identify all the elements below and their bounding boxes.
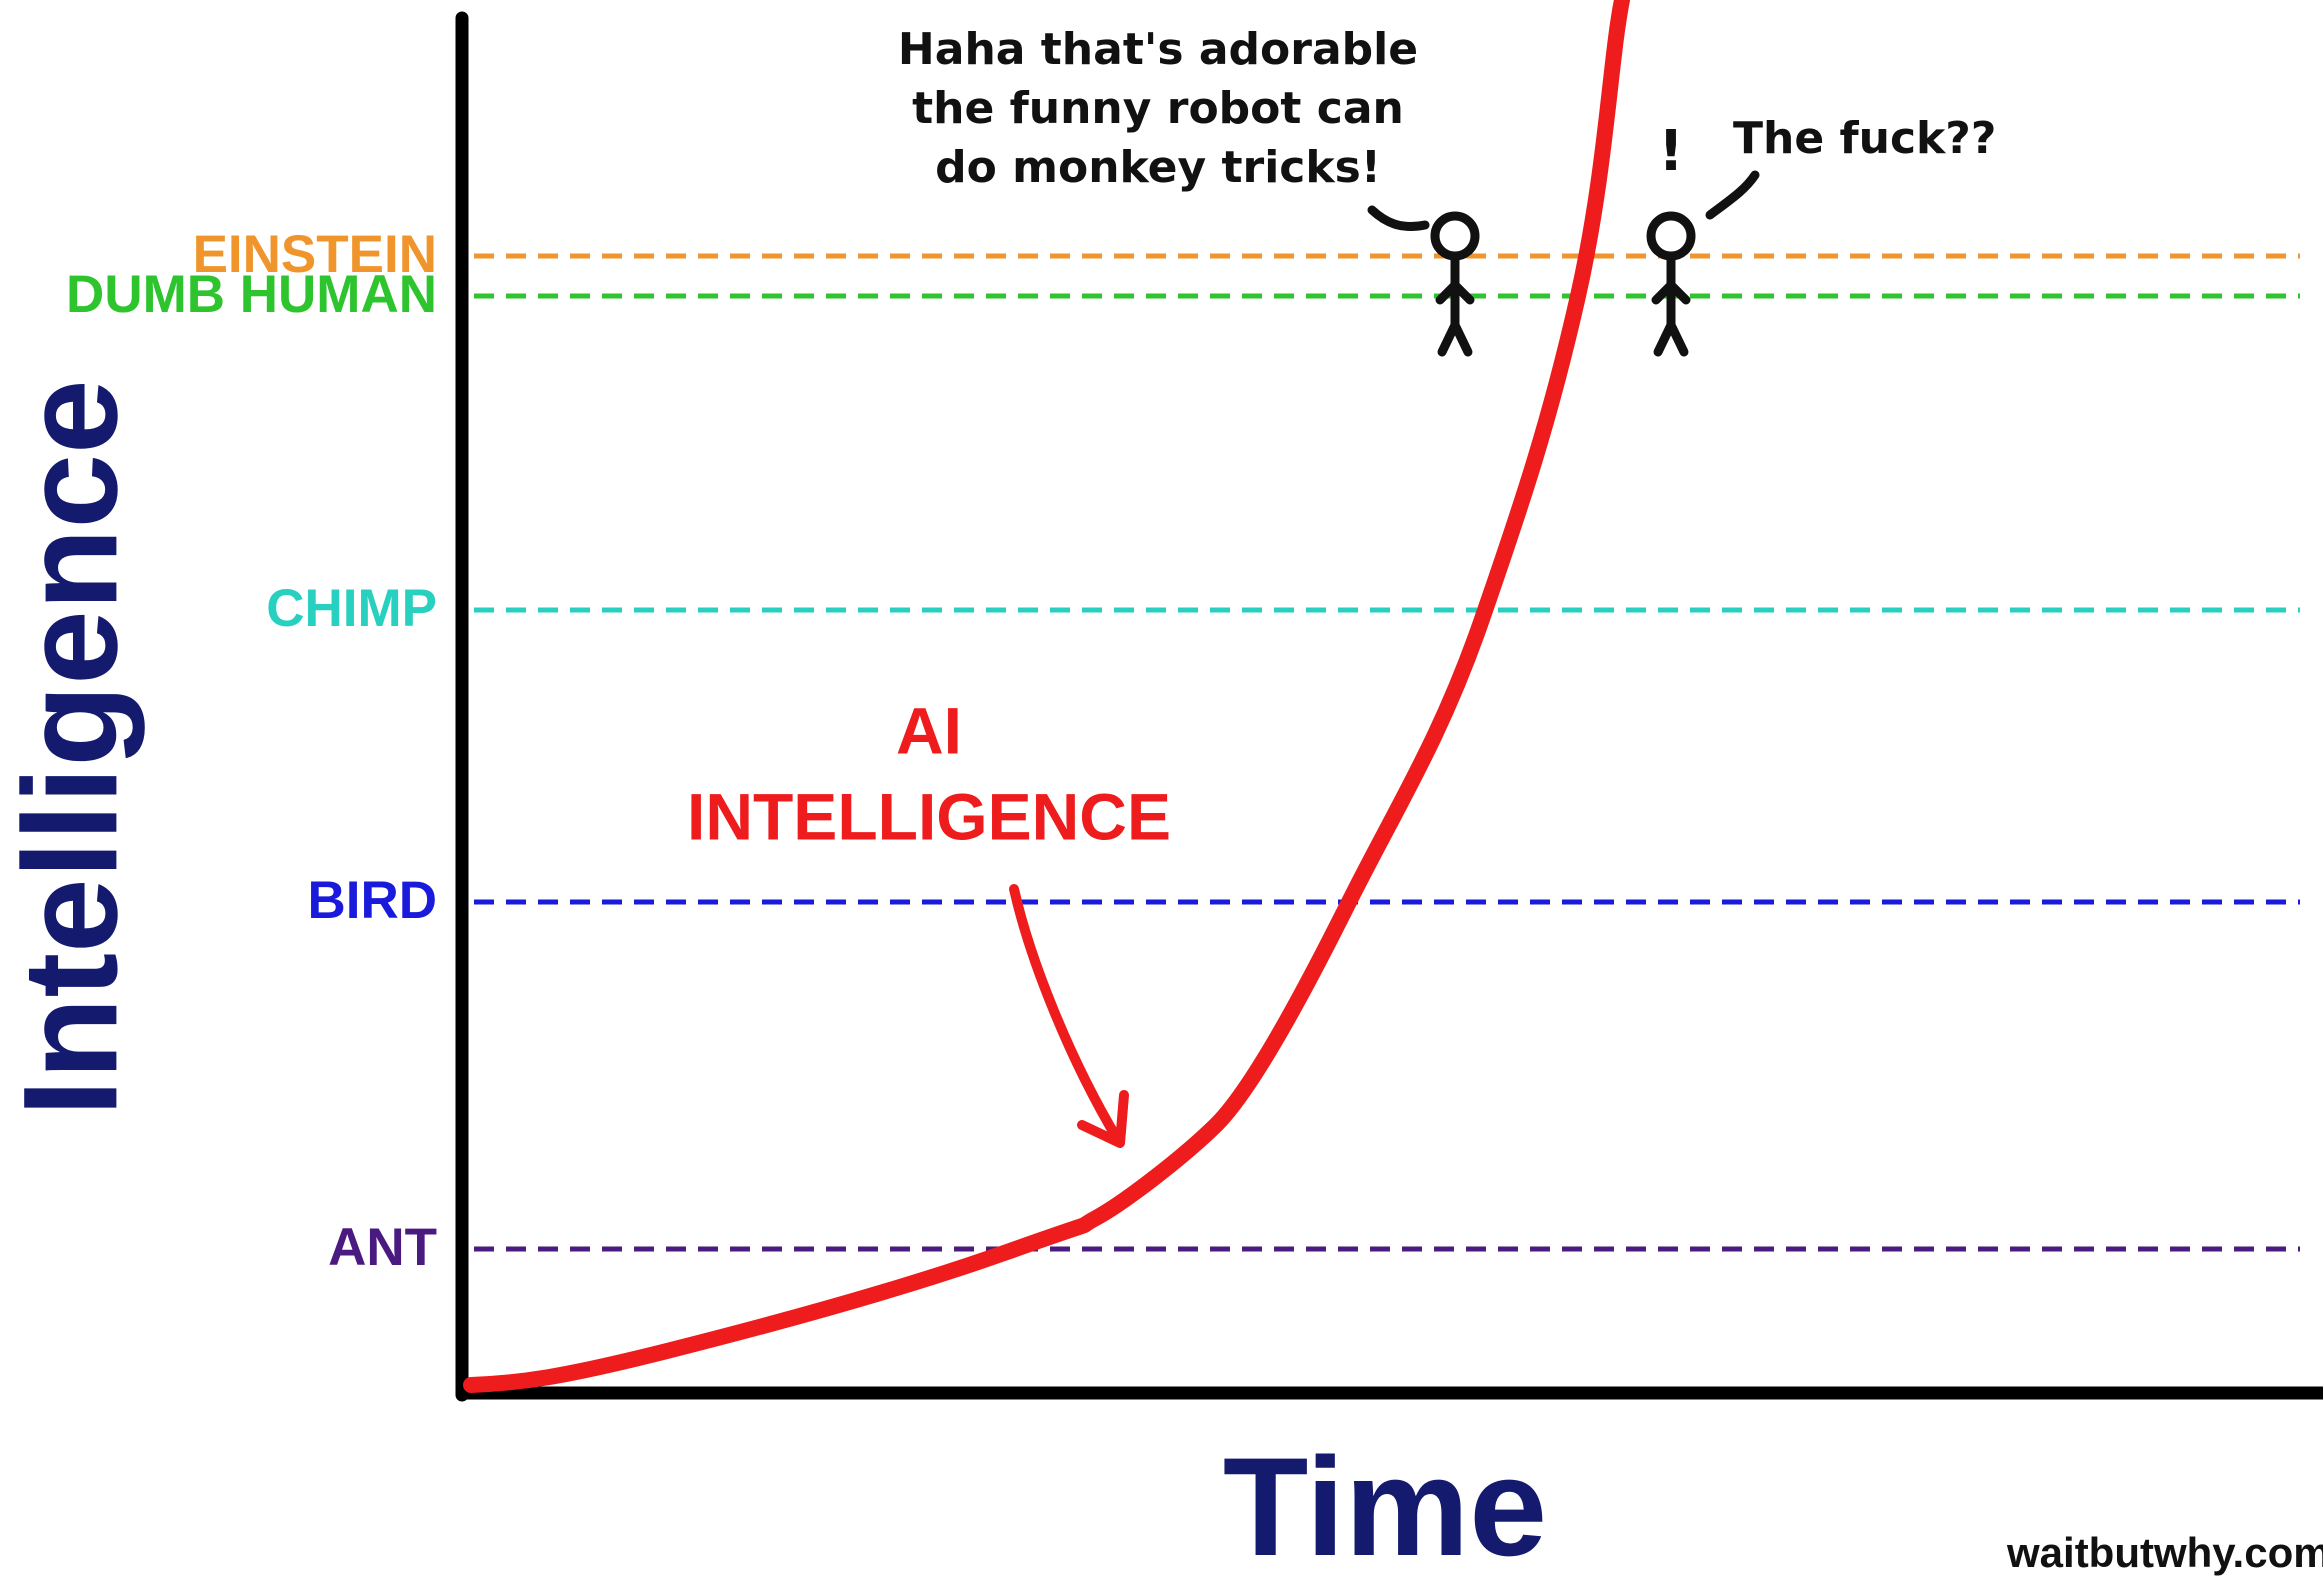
speech-text: do monkey tricks!: [935, 142, 1381, 193]
exclamation: !: [1658, 119, 1684, 184]
y-axis-label: Intelligence: [0, 379, 145, 1116]
page: {"axes": {"y_label": "Intelligence", "x_…: [0, 0, 2323, 1577]
level-label: BIRD: [307, 871, 437, 930]
chart: EINSTEINDUMB HUMANCHIMPBIRDANT AI INTELL…: [0, 0, 2323, 1577]
level-label: DUMB HUMAN: [66, 265, 437, 324]
source: waitbutwhy.com: [2006, 1529, 2323, 1576]
stick-figure: [1651, 175, 1755, 352]
curve-label: INTELLIGENCE: [687, 779, 1171, 853]
speech-text: Haha that's adorable: [898, 24, 1418, 75]
arrow: [1014, 889, 1124, 1143]
curve-label: AI: [896, 693, 962, 767]
stick-figure: [1372, 210, 1475, 352]
speech-text: the funny robot can: [912, 83, 1404, 134]
level-label: ANT: [328, 1218, 437, 1277]
ai-curve: [471, 0, 1622, 1385]
speech-text: The fuck??: [1733, 113, 1996, 164]
level-label: CHIMP: [266, 579, 437, 638]
x-axis-label: Time: [1223, 1428, 1547, 1577]
